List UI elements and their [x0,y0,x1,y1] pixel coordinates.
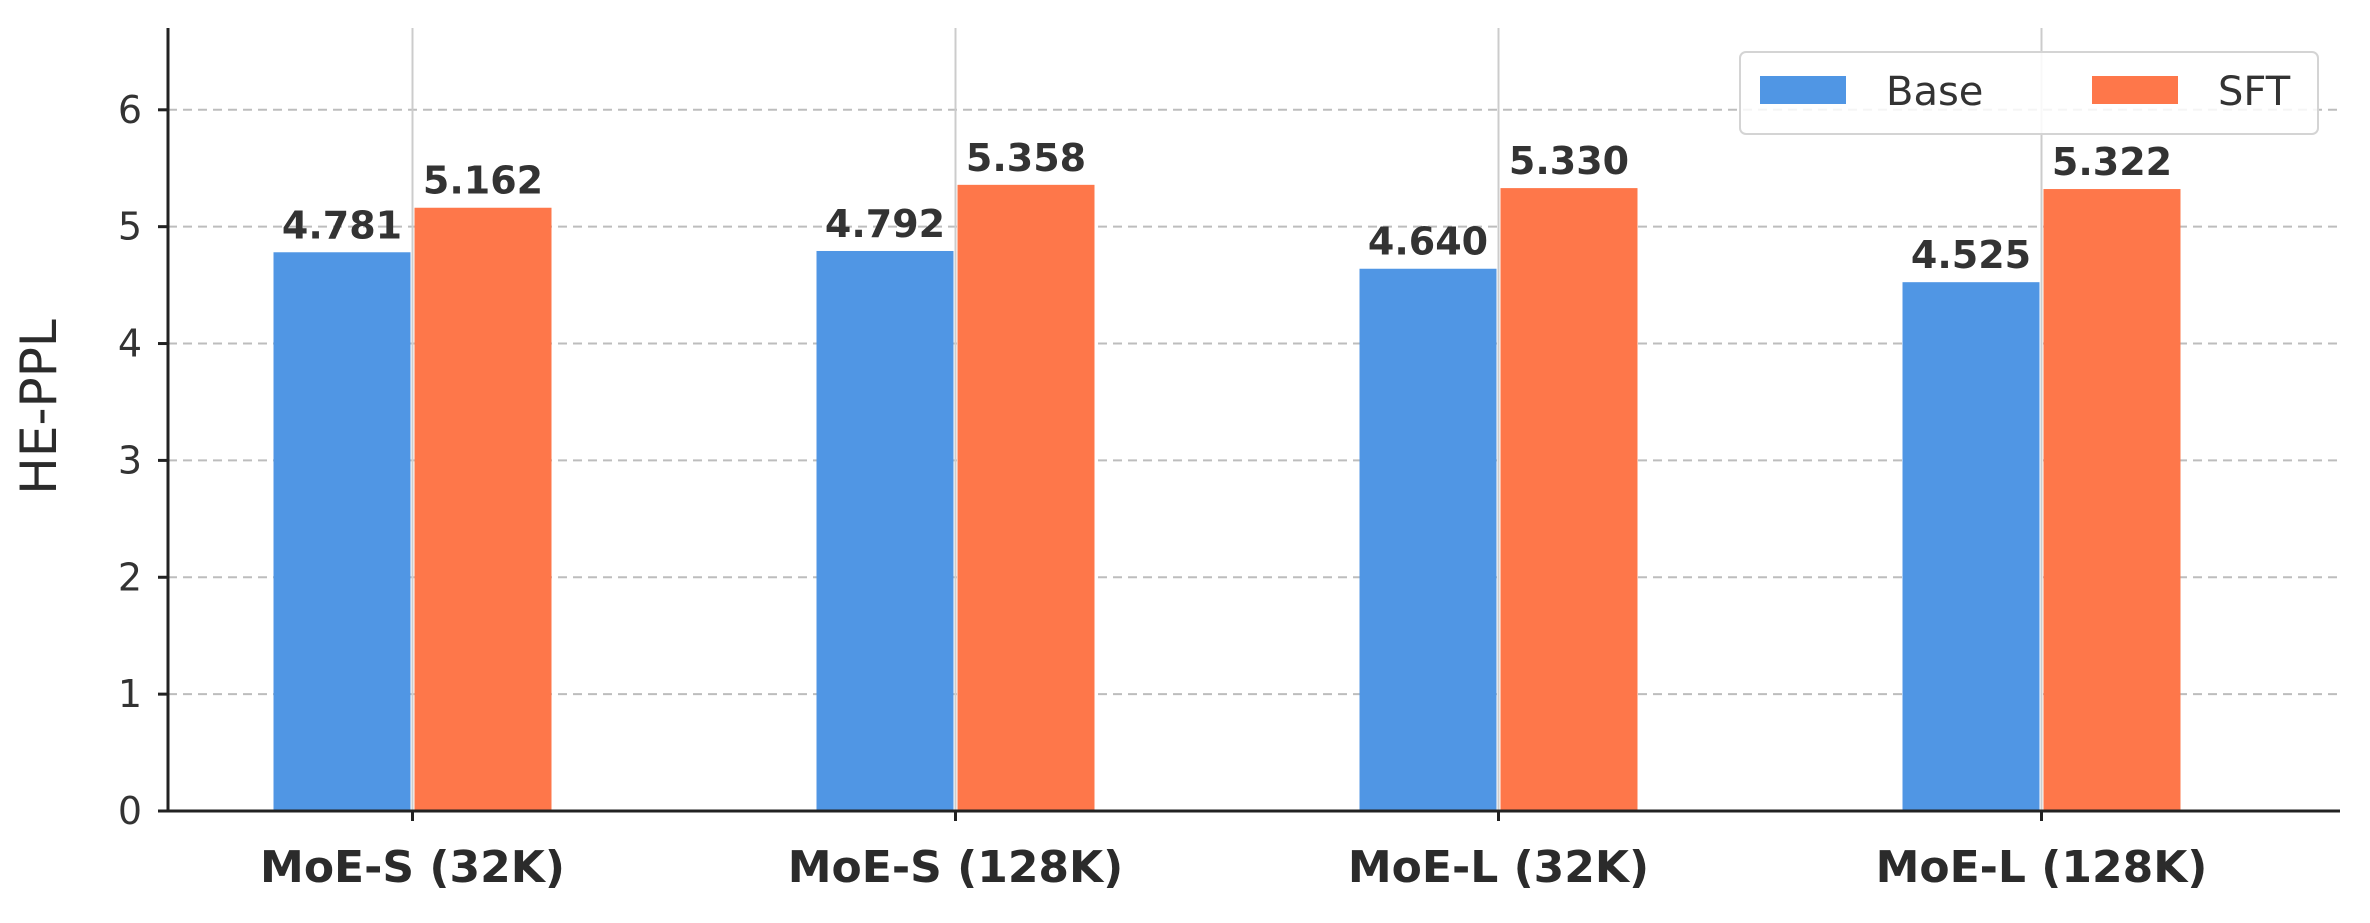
data-label: 4.640 [1368,220,1488,264]
axes: 0 1 2 3 4 5 6 MoE-S (32K) MoE-S (128K) MoE-L (32K… [118,28,2340,893]
x-tick-label: MoE-L (128K) [1876,842,2208,893]
legend-swatch-sft [2092,76,2178,104]
y-tick-label: 5 [118,205,142,249]
legend: Base SFT [1739,51,2319,135]
bar-sft-3 [1500,188,1638,812]
data-label: 4.781 [282,203,402,247]
bars [273,184,2181,812]
y-axis-label: HE-PPL [10,319,68,495]
y-tick-label: 3 [118,438,142,482]
y-tick-label: 0 [118,789,142,833]
data-labels: 4.781 4.792 4.640 4.525 5.162 5.358 5.330 5.322 [282,136,2172,277]
data-label: 5.330 [1509,139,1629,183]
y-tick-label: 2 [118,555,142,599]
bar-sft-2 [957,184,1095,811]
data-label: 4.525 [1911,233,2031,277]
bar-base-2 [816,250,954,811]
bar-sft-4 [2043,189,2181,811]
y-tick-label: 1 [118,672,142,716]
x-tick-label: MoE-L (32K) [1348,842,1649,893]
data-label: 5.322 [2052,140,2172,184]
y-tick-label: 4 [118,322,142,366]
data-label: 5.358 [966,136,1086,180]
legend-label-base: Base [1886,69,1983,115]
legend-swatch-base [1760,76,1846,104]
bar-base-4 [1902,282,2040,811]
data-label: 4.792 [825,202,945,246]
bar-base-1 [273,252,411,811]
bar-sft-1 [414,207,552,812]
x-tick-label: MoE-S (32K) [260,842,565,893]
x-tick-label: MoE-S (128K) [788,842,1124,893]
y-tick-label: 6 [118,88,142,132]
legend-label-sft: SFT [2218,69,2291,115]
bar-base-3 [1359,268,1497,811]
data-label: 5.162 [423,159,543,203]
legend-frame [1739,51,2319,135]
